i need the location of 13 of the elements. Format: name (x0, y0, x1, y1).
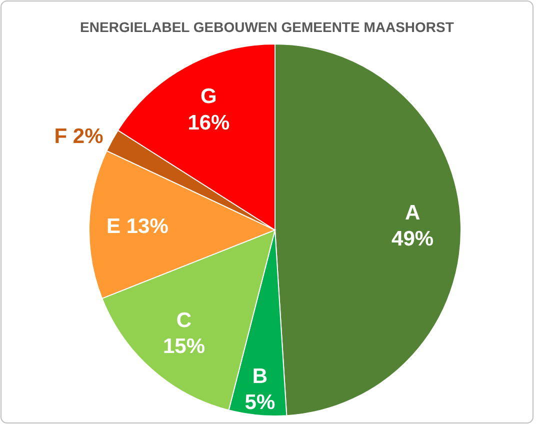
data-label: 49% (392, 228, 434, 251)
slice-label: A (404, 201, 420, 224)
data-label: 13% (126, 215, 168, 238)
slice-label: B (252, 364, 268, 388)
slice-label: E (106, 215, 121, 238)
slice-label: C (176, 308, 192, 332)
slice-label: G (200, 85, 217, 108)
data-label: 15% (162, 335, 206, 358)
chart-title: ENERGIELABEL GEBOUWEN GEMEENTE MAASHORST (80, 19, 454, 35)
data-label: 16% (188, 111, 230, 134)
data-label: 2% (72, 124, 104, 148)
data-label: 5% (244, 391, 276, 414)
slice-label: F (54, 124, 68, 148)
